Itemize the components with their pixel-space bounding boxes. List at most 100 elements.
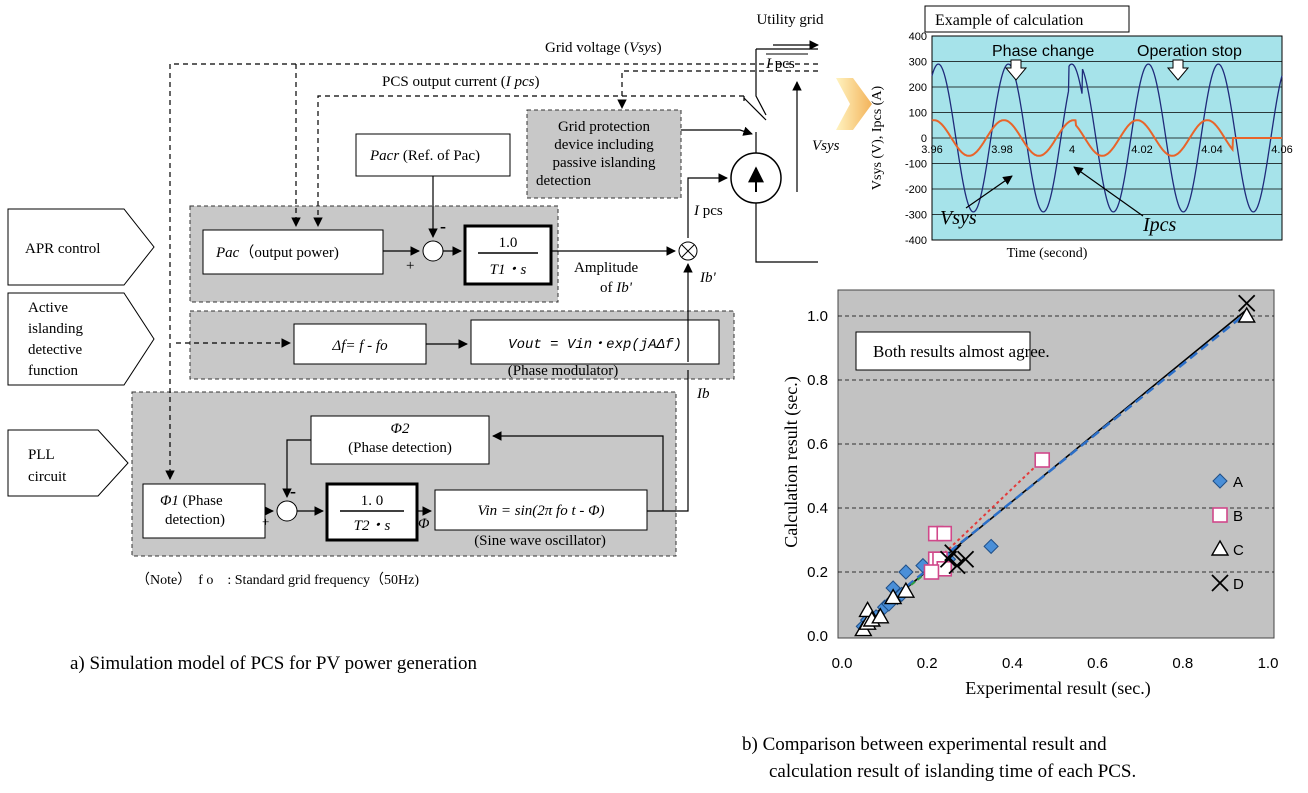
active-label-4: function — [28, 363, 78, 379]
scatter-ytick-label: 0.8 — [807, 372, 828, 389]
protection-line-3: passive islanding — [553, 155, 656, 171]
vin-label: Vin = sin(2π fo t - Φ) — [477, 503, 604, 519]
t1-block — [463, 224, 553, 286]
t1-numerator: 1.0 — [499, 235, 518, 251]
operation-stop-label: Operation stop — [1137, 43, 1242, 60]
plus-sign-apr: + — [406, 258, 414, 274]
ipcs-mid-label: I pcs — [693, 203, 723, 219]
phase-detection-label: (Phase detection) — [348, 440, 452, 456]
data-point-c — [896, 581, 916, 598]
vout-block — [470, 319, 720, 365]
scatter-ytick-label: 0.0 — [807, 628, 828, 645]
phase-change-marker-icon — [1004, 59, 1028, 81]
wave-xtick-label: 4 — [1069, 144, 1075, 156]
data-point-a — [898, 564, 914, 580]
phase-change-label: Phase change — [992, 43, 1094, 60]
pacr-block — [355, 133, 511, 177]
wave-xtick-label: 4.04 — [1201, 144, 1222, 156]
scatter-xtick-label: 0.0 — [832, 655, 853, 672]
pacr-label: Pacr (Ref. of Pac) — [369, 148, 480, 164]
legend-marker-a — [1212, 473, 1228, 489]
sine-osc-label: (Sine wave oscillator) — [474, 533, 606, 549]
amplitude-label-1: Amplitude — [574, 260, 639, 276]
wave-xtick-label: 4.02 — [1131, 144, 1152, 156]
legend-label-c: C — [1233, 542, 1244, 559]
phi2-block — [310, 415, 490, 465]
data-point-c — [1237, 306, 1256, 323]
legend-label-a: A — [1233, 474, 1243, 491]
pll-label-1: PLL — [28, 447, 55, 463]
result-arrow — [836, 78, 872, 130]
connectors — [165, 40, 819, 516]
protection-block — [526, 109, 682, 199]
wave-ylabel: Vsys (V), Ipcs (A) — [870, 86, 885, 191]
ipcs-top-label: I pcs — [765, 56, 795, 72]
amplitude-label-2: of Ib' — [600, 280, 633, 296]
wave-xlabel: Time (second) — [1007, 246, 1088, 261]
vsys-annotation: Vsys — [940, 207, 977, 229]
legend-label-d: D — [1233, 576, 1244, 593]
data-point-d — [956, 550, 975, 568]
wave-title: Example of calculation — [935, 12, 1083, 29]
active-pentagon — [7, 292, 155, 386]
operation-stop-marker-icon — [1166, 59, 1190, 81]
wave-xtick-label: 4.06 — [1271, 144, 1292, 156]
legend-marker-b — [1212, 507, 1228, 523]
scatter-ytick-label: 0.4 — [807, 500, 828, 517]
data-point-d — [944, 544, 962, 562]
phi1-block — [142, 483, 266, 539]
scatter-chart: 0.0 0.2 0.4 0.6 0.8 1.0 0.00.20.40.60.81.0 AB… — [781, 289, 1279, 699]
minus-sign-apr: - — [440, 216, 446, 236]
scatter-ytick-label: 0.6 — [807, 436, 828, 453]
scatter-ylabel: Calculation result (sec.) — [781, 376, 802, 547]
vout-label: Vout = Vin・exp(jAΔf) — [508, 337, 682, 353]
vsys-grid-label: Vsys — [812, 138, 840, 154]
wave-ytick-label: -100 — [905, 159, 927, 171]
pll-pentagon — [7, 429, 129, 497]
caption-b-line-2: calculation result of islanding time of … — [769, 761, 1136, 782]
ib-label: Ib — [696, 386, 710, 402]
wave-title-box — [924, 5, 1130, 33]
pac-block — [202, 229, 384, 275]
note-label: （Note） f o : Standard grid frequency（50H… — [136, 572, 419, 588]
phi1-label-2: detection) — [165, 512, 225, 528]
pac-label: Pac（output power) — [215, 244, 339, 261]
plus-sign-pll: + — [262, 514, 269, 529]
caption-a: a) Simulation model of PCS for PV power … — [70, 653, 478, 674]
fit-line-b — [930, 459, 1043, 567]
scatter-xlabel: Experimental result (sec.) — [965, 678, 1150, 699]
t1-denominator: T1・s — [490, 262, 527, 278]
data-point-b — [936, 525, 953, 542]
data-point-d — [948, 556, 966, 575]
wave-xtick-label: 3.98 — [991, 144, 1012, 156]
utility-grid-label: Utility grid — [756, 12, 824, 28]
pll-label-2: circuit — [28, 469, 67, 485]
wave-ytick-label: -300 — [905, 210, 927, 222]
protection-line-4: detection — [536, 173, 591, 189]
legend-marker-c — [1210, 539, 1230, 556]
wave-ytick-label: 400 — [909, 31, 927, 43]
wave-ytick-label: -200 — [905, 184, 927, 196]
protection-line-2: device including — [554, 137, 654, 153]
apr-control-label: APR control — [25, 241, 100, 257]
legend-marker-d — [1211, 574, 1229, 592]
scatter-xtick-label: 0.8 — [1172, 655, 1193, 672]
waveform-chart: 400 300 200 100 0 -100 -200 -300 -400 3.96 3.98 4 4… — [870, 5, 1293, 261]
scatter-xtick-label: 0.6 — [1087, 655, 1108, 672]
wave-ytick-label: 100 — [909, 108, 927, 120]
ipcs-series — [931, 119, 1282, 157]
data-point-a — [983, 538, 999, 555]
data-point-d — [1238, 294, 1256, 312]
phase-modulator-label: (Phase modulator) — [508, 363, 618, 379]
apr-pentagon — [7, 208, 155, 286]
scatter-xtick-label: 0.2 — [917, 655, 938, 672]
protection-line-1: Grid protection — [558, 119, 651, 135]
data-point-b — [1034, 452, 1051, 468]
t2-denominator: T2・s — [354, 518, 391, 534]
scatter-xtick-label: 1.0 — [1258, 655, 1279, 672]
t2-block — [325, 482, 419, 542]
pcs-current-label: PCS output current (I pcs) — [382, 74, 540, 90]
scatter-ytick-label: 1.0 — [807, 308, 828, 325]
wave-ytick-label: 200 — [909, 82, 927, 94]
